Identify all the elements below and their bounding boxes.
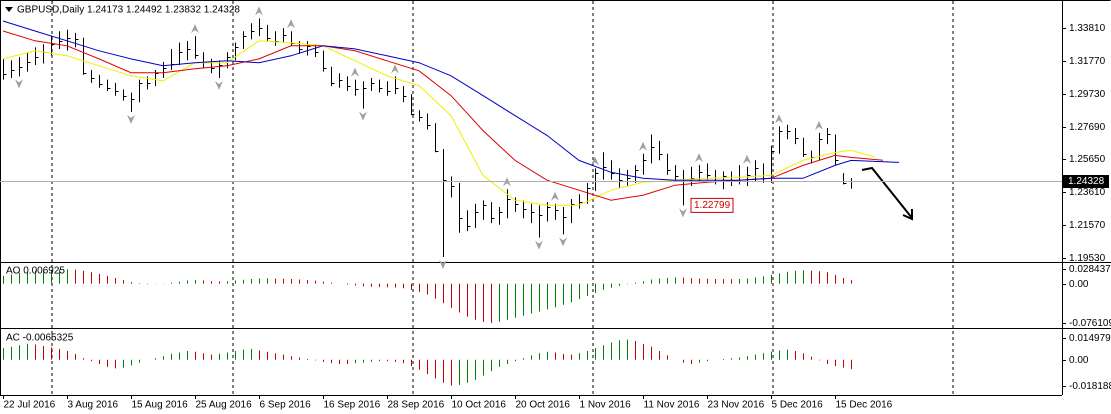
annotation-box: [690, 197, 734, 213]
x-tick-label: 6 Sep 2016: [260, 400, 312, 411]
y-tick-label: 1.21570: [1069, 220, 1106, 231]
fractal-down: [535, 240, 543, 250]
fractal-up: [695, 153, 703, 163]
y-tick-label: -0.076109: [1069, 318, 1111, 329]
y-tick-label: 1.27690: [1069, 122, 1106, 133]
moving-average: [2, 20, 900, 181]
fractal-up: [743, 154, 751, 164]
frame: [0, 0, 1111, 396]
y-tick-label: 0.00: [1069, 355, 1089, 366]
x-tick-label: 22 Jul 2016: [4, 400, 56, 411]
fractal-down: [359, 111, 367, 121]
arrow-line: [861, 166, 913, 219]
y-tick-label: 1.25650: [1069, 154, 1106, 165]
price-label-box: [1063, 175, 1109, 188]
fractal-up: [287, 19, 295, 29]
y-tick-label: -0.018188: [1069, 381, 1111, 392]
x-tick-label: 1 Nov 2016: [580, 400, 632, 411]
x-tick-label: 20 Oct 2016: [516, 400, 571, 411]
y-tick-label: 1.31770: [1069, 56, 1106, 67]
fractal-down: [439, 259, 447, 269]
arrow-head: [902, 209, 913, 221]
menu-triangle[interactable]: [5, 7, 13, 12]
x-tick-label: 28 Sep 2016: [388, 400, 445, 411]
indicator-title: AO 0.006925: [6, 266, 65, 277]
price-label: 1.24328: [1068, 176, 1105, 187]
y-tick-label: 0.014979: [1069, 333, 1111, 344]
fractal-up: [551, 191, 559, 201]
fractal-down: [559, 237, 567, 247]
y-tick-label: 1.33810: [1069, 23, 1106, 34]
fractal-up: [255, 6, 263, 16]
fractal-down: [679, 208, 687, 218]
x-tick-label: 11 Nov 2016: [644, 400, 700, 411]
fractal-up: [391, 64, 399, 74]
x-tick-label: 15 Aug 2016: [132, 400, 189, 411]
fractal-up: [351, 67, 359, 77]
fractal-down: [127, 114, 135, 124]
x-tick-label: 15 Dec 2016: [836, 400, 893, 411]
fractal-up: [815, 120, 823, 130]
x-tick-label: 16 Sep 2016: [324, 400, 381, 411]
x-tick-label: 3 Aug 2016: [68, 400, 119, 411]
fractal-up: [591, 156, 599, 166]
fractal-down: [15, 79, 23, 89]
chart-title: GBPUSD,Daily 1.24173 1.24492 1.23832 1.2…: [17, 5, 240, 16]
drawn-arrow: [861, 166, 913, 221]
y-tick-label: 0.028437: [1069, 264, 1111, 275]
y-tick-label: 1.29730: [1069, 89, 1106, 100]
fractal-down: [215, 81, 223, 91]
fractal-up: [191, 24, 199, 34]
x-tick-label: 25 Aug 2016: [196, 400, 253, 411]
y-tick-label: 0.00: [1069, 279, 1089, 290]
x-tick-label: 10 Oct 2016: [452, 400, 507, 411]
moving-average: [2, 40, 876, 206]
fractal-up: [639, 141, 647, 151]
y-tick-label: 1.23610: [1069, 187, 1106, 198]
fractal-up: [775, 114, 783, 124]
indicator-title: AC -0.0065325: [6, 333, 74, 344]
y-tick-label: 1.19530: [1069, 253, 1106, 264]
x-tick-label: 23 Nov 2016: [708, 400, 765, 411]
x-tick-label: 5 Dec 2016: [772, 400, 824, 411]
annotation-label: 1.22799: [694, 200, 731, 211]
